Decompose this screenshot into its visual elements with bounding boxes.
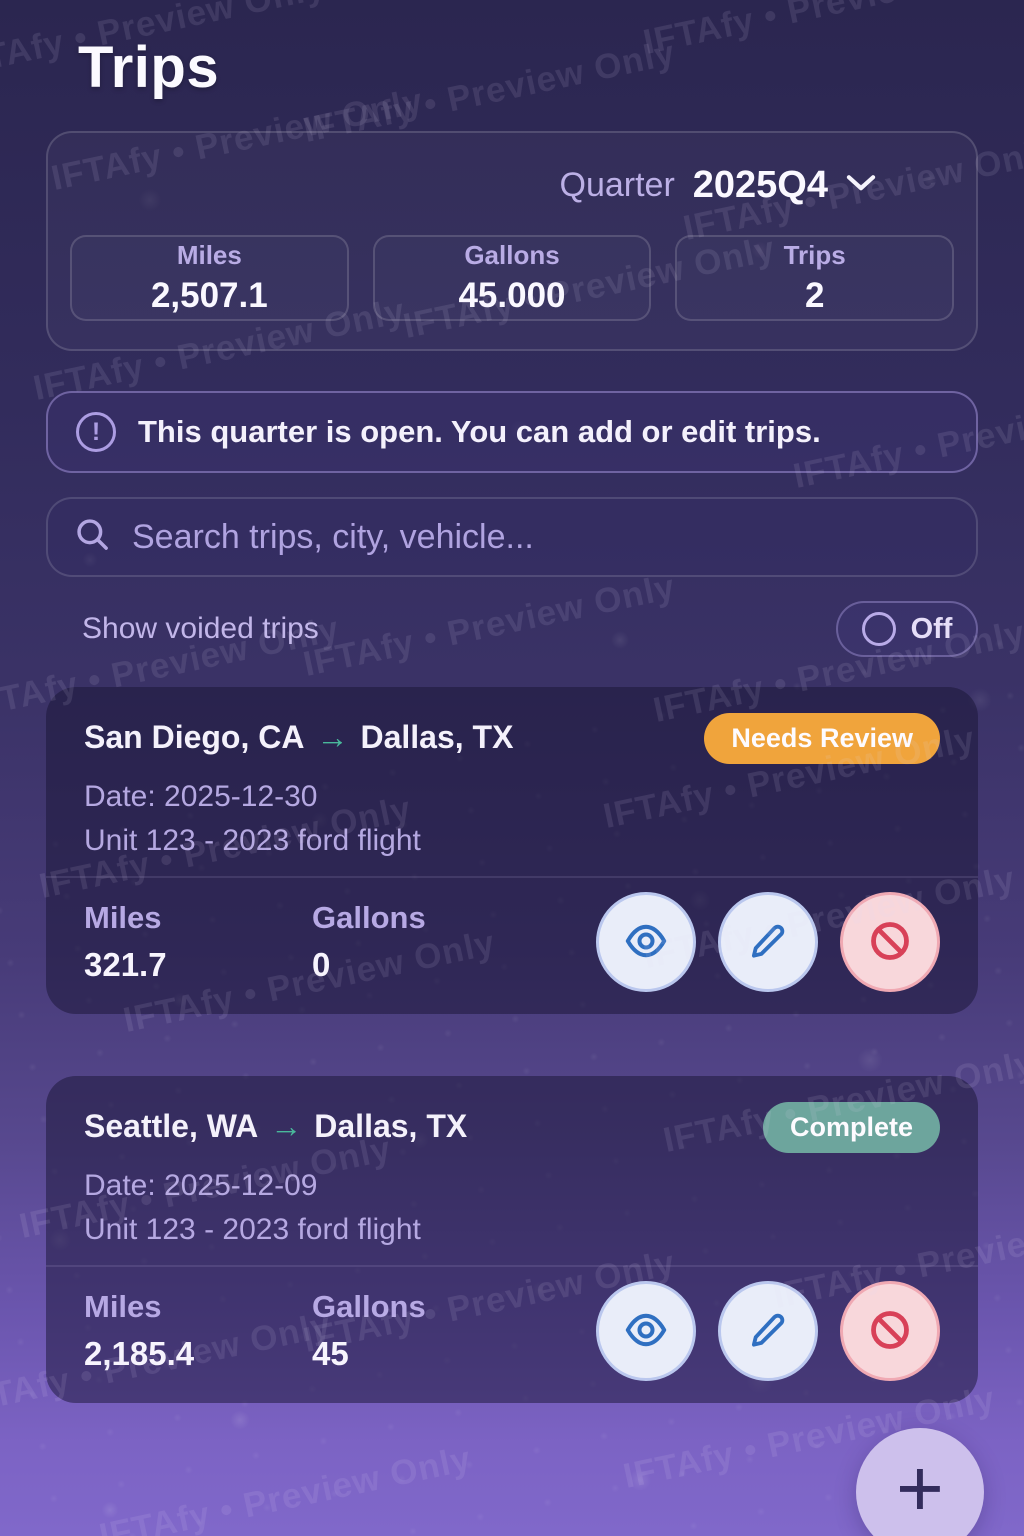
view-trip-button[interactable] (596, 892, 696, 992)
trip-origin: Seattle, WA (84, 1108, 259, 1144)
route-arrow-icon: → (270, 1108, 303, 1144)
stat-trips: Trips 2 (675, 235, 955, 321)
eye-icon (623, 918, 669, 967)
trip-footer: Miles 321.7 Gallons 0 (84, 892, 940, 992)
trip-unit: Unit 123 - 2023 ford flight (84, 824, 421, 857)
banner-text: This quarter is open. You can add or edi… (138, 414, 821, 449)
trip-actions (596, 1281, 940, 1381)
pencil-icon (746, 919, 790, 966)
chevron-down-icon (846, 174, 876, 197)
trip-gallons-label: Gallons (312, 1289, 426, 1324)
stat-gallons-value: 45.000 (458, 276, 566, 315)
toggle-state: Off (910, 612, 953, 645)
trip-gallons-label: Gallons (312, 900, 426, 935)
search-bar[interactable] (46, 497, 978, 577)
trip-route: Seattle, WA → Dallas, TX (84, 1102, 467, 1145)
alert-glyph: ! (91, 417, 101, 446)
search-input[interactable] (132, 517, 950, 557)
trip-miles-label: Miles (84, 900, 162, 935)
trip-gallons: Gallons 0 (312, 900, 540, 984)
quarter-label: Quarter (559, 165, 675, 204)
trip-gallons-value: 0 (312, 946, 331, 983)
quarter-value: 2025Q4 (692, 163, 828, 206)
voided-toggle[interactable]: Off (836, 601, 978, 657)
void-icon (867, 1307, 913, 1356)
trip-miles-label: Miles (84, 1289, 162, 1324)
alert-icon: ! (76, 412, 116, 452)
toggle-knob-icon (861, 612, 896, 646)
trip-destination: Dallas, TX (360, 719, 514, 755)
trip-gallons: Gallons 45 (312, 1289, 540, 1373)
trip-header: Seattle, WA → Dallas, TX Complete (84, 1102, 940, 1153)
trip-route: San Diego, CA → Dallas, TX (84, 713, 513, 756)
stat-gallons-label: Gallons (464, 240, 560, 270)
trip-card[interactable]: San Diego, CA → Dallas, TX Needs Review … (46, 687, 978, 1014)
trip-unit: Unit 123 - 2023 ford flight (84, 1213, 421, 1246)
trip-date: Date: 2025-12-30 (84, 780, 318, 813)
trip-miles: Miles 321.7 (84, 900, 312, 984)
trip-gallons-value: 45 (312, 1335, 349, 1372)
quarter-open-banner: ! This quarter is open. You can add or e… (46, 391, 978, 473)
void-trip-button[interactable] (840, 892, 940, 992)
trip-miles: Miles 2,185.4 (84, 1289, 312, 1373)
void-trip-button[interactable] (840, 1281, 940, 1381)
search-icon (74, 516, 112, 559)
stat-trips-value: 2 (804, 276, 825, 315)
quarter-stats: Miles 2,507.1 Gallons 45.000 Trips 2 (70, 235, 955, 321)
view-trip-button[interactable] (596, 1281, 696, 1381)
quarter-summary-card: Quarter 2025Q4 Miles 2,507.1 Gallons 45.… (46, 131, 978, 351)
stat-miles-value: 2,507.1 (150, 276, 268, 315)
add-trip-button[interactable]: + (856, 1428, 984, 1536)
pencil-icon (746, 1308, 790, 1355)
trip-origin: San Diego, CA (84, 719, 305, 755)
status-badge: Needs Review (704, 713, 940, 764)
status-badge: Complete (762, 1102, 940, 1153)
card-divider (46, 1265, 978, 1267)
show-voided-label: Show voided trips (82, 612, 319, 645)
page-title: Trips (78, 35, 220, 100)
trip-actions (596, 892, 940, 992)
plus-icon: + (896, 1443, 944, 1534)
stat-trips-label: Trips (783, 240, 846, 270)
stat-miles: Miles 2,507.1 (70, 235, 349, 321)
trip-miles-value: 2,185.4 (84, 1335, 195, 1372)
trip-date: Date: 2025-12-09 (84, 1169, 318, 1202)
trip-miles-value: 321.7 (84, 946, 167, 983)
stat-miles-label: Miles (176, 240, 242, 270)
card-divider (46, 876, 978, 878)
edit-trip-button[interactable] (718, 1281, 818, 1381)
void-icon (867, 918, 913, 967)
trip-destination: Dallas, TX (314, 1108, 468, 1144)
eye-icon (623, 1307, 669, 1356)
voided-trips-row: Show voided trips Off (46, 601, 978, 657)
route-arrow-icon: → (316, 719, 349, 755)
trip-card[interactable]: Seattle, WA → Dallas, TX Complete Date: … (46, 1076, 978, 1403)
edit-trip-button[interactable] (718, 892, 818, 992)
trip-footer: Miles 2,185.4 Gallons 45 (84, 1281, 940, 1381)
trip-header: San Diego, CA → Dallas, TX Needs Review (84, 713, 940, 764)
stat-gallons: Gallons 45.000 (372, 235, 652, 321)
quarter-selector[interactable]: Quarter 2025Q4 (70, 161, 954, 209)
